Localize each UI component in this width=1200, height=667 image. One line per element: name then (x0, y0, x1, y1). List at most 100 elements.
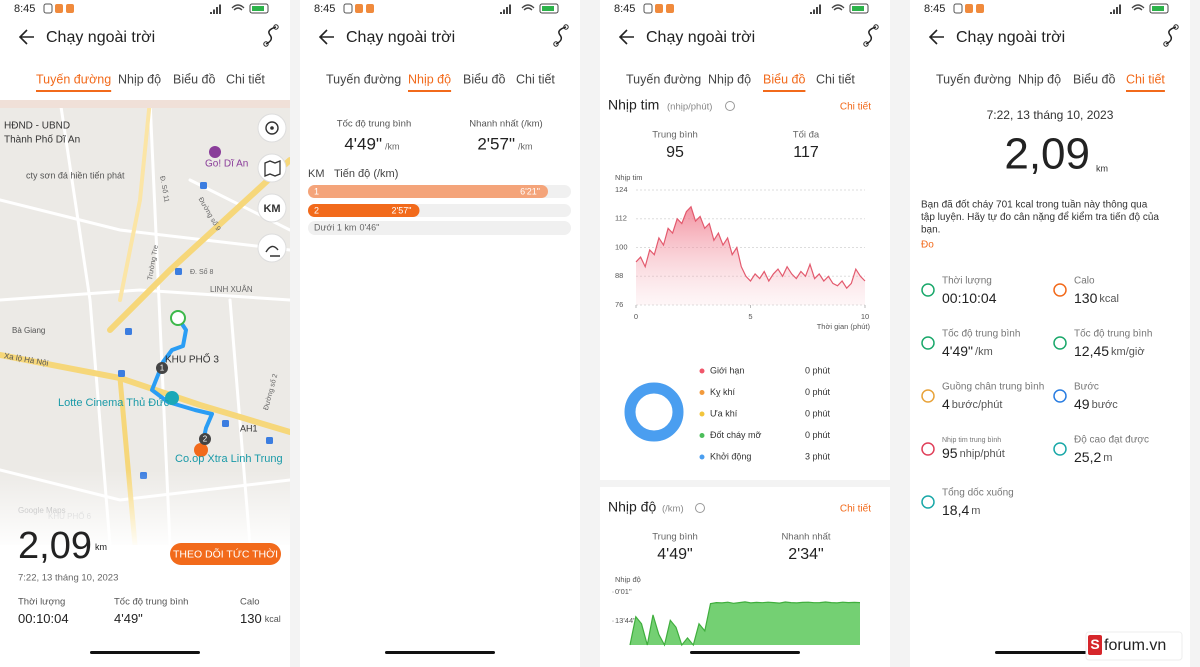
stat-label: Calo (240, 597, 260, 608)
tab[interactable]: Nhịp độ (1018, 72, 1061, 86)
tab[interactable]: Biểu đồ (463, 72, 505, 86)
split-track (308, 221, 571, 235)
route-share-dot (873, 24, 879, 30)
tab[interactable]: Biểu đồ (763, 72, 805, 86)
x-tick-label: 0 (634, 312, 638, 321)
route-share-icon[interactable] (555, 26, 567, 45)
stat-label: Trung bình (652, 130, 698, 141)
signal-bar (810, 12, 812, 14)
stat-value: 18,4 m (942, 502, 980, 518)
tab[interactable]: Chi tiết (516, 72, 555, 86)
status-icon (366, 4, 374, 13)
route-share-icon[interactable] (265, 26, 277, 45)
stat-label: Tốc độ trung bình (114, 597, 188, 608)
status-time: 8:45 (314, 3, 335, 15)
tab[interactable]: Nhịp độ (708, 72, 751, 86)
map-control[interactable] (257, 193, 287, 223)
text-part: /km (975, 346, 993, 358)
stat-value: 95 (666, 144, 684, 161)
split-km: 1 (314, 186, 319, 196)
route-share-icon[interactable] (865, 26, 877, 45)
text-part: 4 (942, 396, 950, 412)
back-button[interactable] (928, 29, 944, 45)
section-title: Nhịp độ (608, 499, 656, 515)
detail-link[interactable]: Chi tiết (840, 101, 871, 113)
tab[interactable]: Chi tiết (226, 72, 265, 86)
road (107, 157, 290, 333)
tab[interactable]: Chi tiết (1126, 72, 1165, 86)
text-part: 130 (240, 611, 262, 626)
text-part: kcal (1099, 293, 1119, 305)
text-part: m (971, 505, 980, 517)
battery-icon (539, 3, 559, 14)
tab[interactable]: Nhịp độ (408, 72, 451, 86)
tab[interactable]: Tuyến đường (936, 72, 1011, 86)
tab-underline (1126, 90, 1165, 92)
km-marker (199, 433, 211, 445)
stat-value: 130 kcal (1074, 290, 1119, 306)
tab[interactable]: Nhịp độ (118, 72, 161, 86)
note-line: tập luyện. Hãy tự đo cân nặng để kiểm tr… (921, 211, 1159, 223)
stat-value: 4'49"/km (942, 343, 993, 359)
back-button[interactable] (618, 29, 634, 45)
y-tick-label: 124 (615, 185, 628, 194)
watermark-box (1085, 631, 1183, 661)
back-button[interactable] (318, 29, 334, 45)
map-control[interactable] (257, 153, 287, 183)
legend-label: Đốt cháy mỡ (710, 430, 762, 440)
distance-value: 2,09 (1004, 130, 1090, 179)
tab[interactable]: Biểu đồ (1073, 72, 1115, 86)
status-icon (666, 4, 674, 13)
tab[interactable]: Chi tiết (816, 72, 855, 86)
tab[interactable]: Tuyến đường (36, 72, 111, 86)
map-control[interactable] (257, 233, 287, 263)
stat-label: Calo (1074, 276, 1095, 287)
route-share-icon[interactable] (1165, 26, 1177, 45)
split-bar (308, 185, 548, 198)
legend-dot (699, 454, 705, 460)
stat-icon (921, 336, 935, 350)
text-part: 12,45 (1074, 343, 1109, 359)
stat-icon (1053, 389, 1067, 403)
detail-link[interactable]: Chi tiết (840, 503, 871, 515)
status-icon (976, 4, 984, 13)
stat-label: Guồng chân trung bình (942, 381, 1044, 393)
stat-icon (921, 495, 935, 509)
watermark-logo: S (1090, 636, 1099, 652)
map: HĐND - UBND Thành Phố Dĩ An Go! Dĩ An cty s… (0, 100, 290, 545)
tab[interactable]: Biểu đồ (173, 72, 215, 86)
wifi-icon (231, 4, 245, 11)
tab[interactable]: Tuyến đường (626, 72, 701, 86)
screen-title: Chạy ngoài trời (956, 29, 1065, 46)
tab[interactable]: Tuyến đường (326, 72, 401, 86)
live-button[interactable] (170, 543, 281, 565)
signal-bar (506, 7, 508, 14)
map-label: Đ. Số 8 (190, 267, 213, 276)
text-part: 25,2 (1074, 449, 1101, 465)
stat-icon (921, 442, 935, 456)
area-line (635, 205, 866, 290)
stat-value: 117 (793, 144, 819, 161)
zone-value: 0 phút (805, 365, 831, 375)
home-indicator (385, 651, 495, 654)
stat-value: 95 nhịp/phút (942, 445, 1005, 461)
route-share-dot (273, 24, 279, 30)
stat-label: Tổng dốc xuống (942, 487, 1014, 499)
map-label: KHU PHỐ 3 (165, 352, 219, 366)
signal-bar (503, 9, 505, 14)
text-part: 49 (1074, 396, 1090, 412)
remainder: Dưới 1 km 0'46" (314, 223, 379, 233)
stat-label: Bước (1074, 382, 1099, 393)
note-link[interactable]: Đo (921, 240, 934, 251)
live-button-label: THEO DÕI TỨC THỜI (173, 547, 278, 560)
legend-label: Giới hạn (710, 365, 744, 375)
stat-label: Độ cao đạt được (1074, 435, 1149, 446)
text-part: 0'46" (359, 223, 379, 233)
stat-label: Nhanh nhất (781, 532, 830, 543)
road (0, 288, 290, 302)
back-button[interactable] (18, 29, 34, 45)
legend-label: Kỵ khí (710, 387, 736, 397)
locate-icon-dot (270, 126, 274, 130)
route-line (150, 316, 214, 443)
bus-stop (175, 268, 182, 275)
